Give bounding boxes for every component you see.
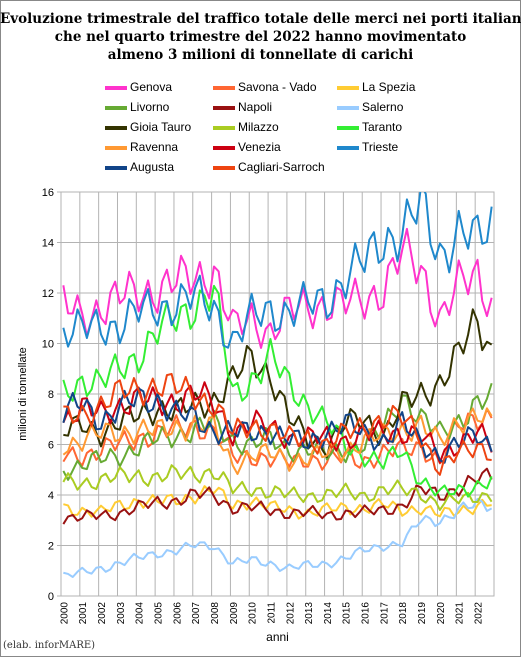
x-tick-label: 2008	[210, 602, 221, 625]
x-tick-label: 2015	[342, 602, 353, 625]
source-note: (elab. inforMARE)	[3, 640, 96, 651]
x-tick-label: 2009	[229, 602, 240, 625]
x-tick-label: 2013	[304, 602, 315, 625]
legend-label: Cagliari-Sarroch	[238, 160, 325, 174]
legend-label: Augusta	[130, 160, 175, 174]
series-line-livorno	[62, 382, 493, 481]
y-tick-label: 2	[48, 541, 54, 553]
legend-label: Genova	[130, 80, 173, 94]
legend-swatch	[105, 126, 127, 130]
x-tick-label: 2010	[248, 602, 259, 625]
legend-label: Venezia	[238, 140, 281, 154]
x-tick-label: 2006	[172, 602, 183, 625]
x-tick-label: 2003	[116, 602, 127, 625]
legend-swatch	[213, 146, 235, 150]
series-line-trieste	[62, 192, 493, 349]
series-line-la-spezia	[63, 485, 492, 520]
x-tick-label: 2001	[78, 602, 89, 625]
legend-swatch	[105, 86, 127, 90]
legend-label: Savona - Vado	[238, 80, 317, 94]
series-line-gioia-tauro	[63, 308, 493, 458]
y-tick-label: 6	[48, 440, 54, 452]
legend-swatch	[213, 106, 235, 110]
legend-label: Ravenna	[130, 140, 179, 154]
x-tick-label: 2021	[455, 602, 466, 625]
x-tick-label: 2019	[417, 602, 428, 625]
legend-label: Napoli	[238, 100, 273, 114]
y-tick-label: 8	[48, 389, 54, 401]
chart-title-line-3: almeno 3 milioni di tonnellate di carich…	[107, 47, 414, 63]
x-tick-label: 2012	[285, 602, 296, 625]
x-tick-label: 2005	[153, 602, 164, 625]
legend-swatch	[105, 146, 127, 150]
legend-swatch	[213, 86, 235, 90]
y-tick-label: 12	[42, 288, 54, 300]
x-tick-label: 2011	[266, 602, 277, 624]
legend-label: Salerno	[362, 100, 404, 114]
x-tick-label: 2020	[436, 602, 447, 625]
legend-label: Milazzo	[238, 120, 279, 134]
y-tick-label: 16	[42, 187, 54, 199]
y-axis-label: milioni di tonnellate	[17, 347, 29, 441]
legend-label: Trieste	[362, 140, 399, 154]
y-tick-label: 10	[42, 339, 54, 351]
legend-label: Livorno	[130, 100, 170, 114]
legend-label: Gioia Tauro	[130, 120, 192, 134]
series-line-genova	[62, 227, 493, 349]
legend-label: Taranto	[362, 120, 403, 134]
legend-swatch	[105, 106, 127, 110]
chart-title-line-2: che nel quarto trimestre del 2022 hanno …	[54, 29, 467, 45]
x-tick-label: 2018	[398, 602, 409, 625]
legend-swatch	[213, 166, 235, 170]
legend-swatch	[213, 126, 235, 130]
chart-title: Evoluzione trimestrale del traffico tota…	[0, 10, 521, 64]
x-axis-label: anni	[266, 630, 289, 644]
legend-swatch	[337, 106, 359, 110]
x-tick-label: 2017	[379, 602, 390, 625]
x-tick-label: 2022	[474, 602, 485, 625]
y-tick-label: 4	[48, 490, 54, 502]
series-line-salerno	[63, 497, 493, 578]
series-line-taranto	[62, 284, 493, 498]
legend-swatch	[337, 146, 359, 150]
legend-swatch	[337, 86, 359, 90]
x-tick-label: 2002	[97, 602, 108, 625]
series-line-milazzo	[62, 464, 493, 511]
y-tick-label: 14	[42, 238, 54, 250]
series-line-cagliari-sarroch	[63, 372, 492, 476]
x-tick-label: 2007	[191, 602, 202, 625]
x-tick-label: 2016	[361, 602, 372, 625]
legend-swatch	[105, 166, 127, 170]
series-line-ravenna	[62, 407, 493, 476]
x-tick-label: 2014	[323, 602, 334, 625]
x-tick-label: 2000	[59, 602, 70, 625]
x-tick-label: 2004	[135, 602, 146, 625]
series-line-napoli	[62, 467, 493, 525]
legend-swatch	[337, 126, 359, 130]
y-tick-label: 0	[48, 591, 54, 603]
chart-title-line-1: Evoluzione trimestrale del traffico tota…	[0, 11, 521, 27]
legend-label: La Spezia	[362, 80, 416, 94]
